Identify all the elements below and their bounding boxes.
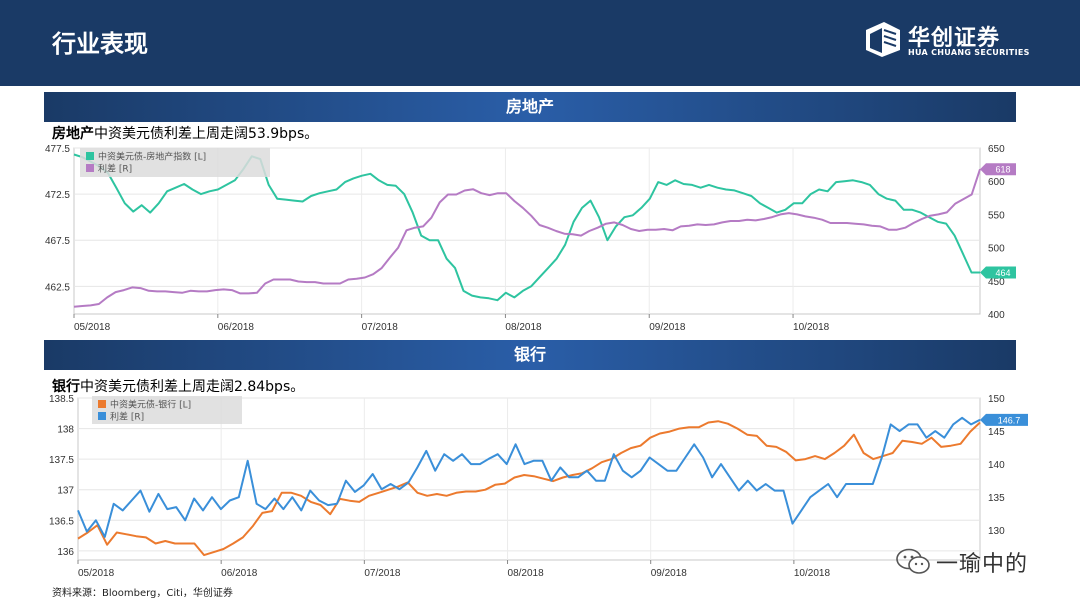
legend-entry: 中资美元债-银行 [L] [110,399,191,411]
y-left-tick-label: 137 [57,486,74,497]
wechat-icon [896,548,930,574]
section-band-real-estate: 房地产 [44,92,1016,122]
logo-text-en: HUA CHUANG SECURITIES [908,48,1030,57]
logo-cube-icon [866,22,900,57]
legend-entry: 中资美元债-房地产指数 [L] [98,151,206,163]
x-tick-label: 06/2018 [218,322,255,333]
last-value-tag-1: 146.7 [980,413,1028,426]
y-right-tick-label: 500 [988,244,1005,255]
legend-swatch [98,412,106,420]
x-tick-label: 05/2018 [78,568,115,579]
y-left-tick-label: 138.5 [49,394,74,405]
x-tick-label: 09/2018 [649,322,686,333]
bank-chart: 138.5 138 137.5 137 136.5 136 150 145 140 135 130 0… [49,394,1028,579]
last-value-label: 464 [995,268,1010,278]
legend-entry: 利差 [R] [98,163,132,175]
y-right-tick-label: 550 [988,210,1005,221]
y-left-tick-label: 137.5 [49,455,74,466]
y-right-tick-label: 450 [988,277,1005,288]
x-tick-label: 07/2018 [362,322,399,333]
x-tick-label: 08/2018 [505,322,542,333]
y-left-tick-label: 477.5 [45,144,70,155]
series-line-1 [77,416,981,538]
x-tick-label: 07/2018 [364,568,401,579]
logo-text-cn: 华创证券 [908,26,1001,51]
header-bar: 行业表现 华创证券 HUA CHUANG SECURITIES [0,0,1080,86]
y-right-tick-label: 650 [988,144,1005,155]
x-tick-label: 09/2018 [651,568,688,579]
y-left-tick-label: 138 [57,425,74,436]
series-line-0 [73,153,980,302]
y-left-tick-label: 462.5 [45,282,70,293]
legend-entry: 利差 [R] [110,411,144,423]
real-estate-chart: 477.5 472.5 467.5 462.5 650 600 550 500 450 400 05… [45,144,1016,333]
legend-box [80,148,270,177]
company-logo: 华创证券 HUA CHUANG SECURITIES [864,20,1044,64]
x-tick-label: 05/2018 [74,322,111,333]
y-left-tick-label: 136.5 [49,516,74,527]
series-line-0 [77,420,981,557]
legend-swatch [86,164,94,172]
legend-swatch [98,400,106,408]
y-right-tick-label: 400 [988,310,1005,321]
y-left-tick-label: 472.5 [45,190,70,201]
y-right-tick-label: 135 [988,493,1005,504]
last-value-label: 618 [995,165,1010,175]
caption-bold: 房地产 [52,126,94,142]
last-value-tag-bg [980,163,1016,176]
caption-bold: 银行 [52,379,80,395]
y-right-tick-label: 130 [988,526,1005,537]
legend-box [92,396,242,424]
caption-text: 中资美元债利差上周走阔2.84bps。 [80,379,305,395]
last-value-tag-bg [980,266,1016,279]
last-value-tag-bg [980,413,1028,426]
y-left-tick-label: 467.5 [45,236,70,247]
section-band-bank: 银行 [44,340,1016,370]
last-value-tag-0: 464 [980,266,1016,279]
caption-real-estate: 房地产中资美元债利差上周走阔53.9bps。 [52,123,318,143]
y-right-tick-label: 150 [988,394,1005,405]
legend-swatch [86,152,94,160]
source-note: 资料来源：Bloomberg，Citi，华创证券 [52,588,233,599]
last-value-tag-1: 618 [980,163,1016,176]
y-right-tick-label: 140 [988,460,1005,471]
x-tick-label: 08/2018 [508,568,545,579]
x-tick-label: 10/2018 [794,568,831,579]
x-tick-label: 10/2018 [793,322,830,333]
caption-bank: 银行中资美元债利差上周走阔2.84bps。 [52,376,304,396]
plot-frame [77,397,981,561]
wechat-watermark: 一瑜中的 [896,542,1056,582]
last-value-label: 146.7 [998,415,1021,425]
series-line-1 [73,168,981,308]
watermark-text: 一瑜中的 [936,552,1029,577]
y-left-tick-label: 136 [57,547,74,558]
caption-text: 中资美元债利差上周走阔53.9bps。 [94,126,319,142]
y-right-tick-label: 600 [988,177,1005,188]
x-tick-label: 06/2018 [221,568,258,579]
page-title: 行业表现 [52,30,148,58]
y-right-tick-label: 145 [988,427,1005,438]
